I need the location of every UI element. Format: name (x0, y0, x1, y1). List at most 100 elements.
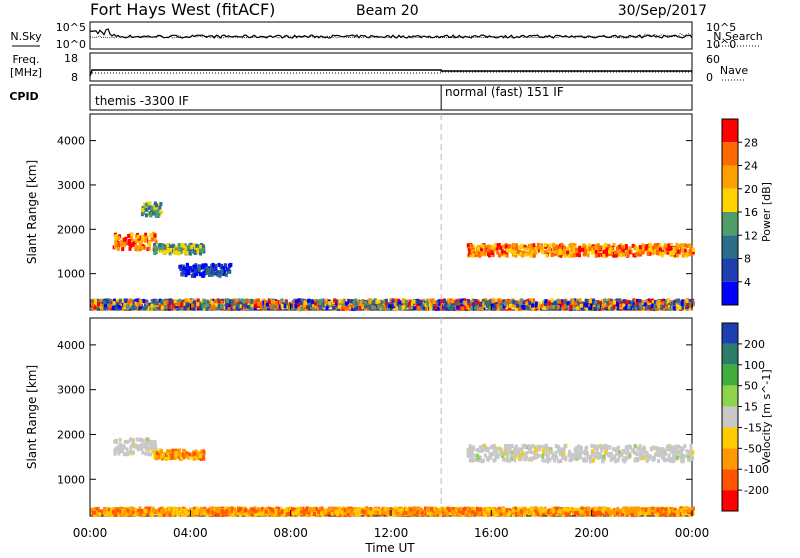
echo-cell (485, 301, 488, 305)
echo-cell (629, 445, 632, 449)
echo-cell (521, 451, 524, 455)
echo-cell (544, 243, 547, 247)
echo-cell (266, 303, 269, 307)
echo-cell (677, 445, 680, 449)
echo-cell (616, 246, 619, 250)
echo-cell (155, 203, 158, 207)
noise-sky-trace (90, 29, 692, 38)
colorbar-tick-label: 24 (744, 160, 758, 173)
echo-cell (162, 246, 165, 250)
echo-cell (533, 250, 536, 254)
echo-cell (155, 210, 158, 214)
echo-cell (483, 447, 486, 451)
echo-cell (618, 299, 621, 303)
y-tick-label: 3000 (57, 179, 85, 192)
echo-cell (492, 299, 495, 303)
echo-cell (469, 453, 472, 457)
echo-cell (260, 306, 263, 310)
colorbar-segment (722, 119, 738, 142)
freq-right-label: Nave (720, 64, 748, 77)
echo-cell (561, 251, 564, 255)
echo-cell (338, 305, 341, 309)
echo-cell (136, 303, 139, 307)
echo-cell (617, 458, 620, 462)
echo-cell (675, 449, 678, 453)
echo-cell (681, 302, 684, 306)
echo-cell (142, 306, 145, 310)
echo-cell (526, 306, 529, 310)
echo-cell (673, 306, 676, 310)
echo-cell (553, 459, 556, 463)
panel-frame (90, 114, 692, 310)
echo-cell (398, 300, 401, 304)
echo-cell (595, 254, 598, 258)
echo-cell (507, 459, 510, 463)
echo-cell (114, 240, 117, 244)
echo-cell (183, 245, 186, 249)
echo-cell (297, 307, 300, 311)
echo-cell (119, 438, 122, 442)
echo-cell (610, 456, 613, 460)
echo-cell (193, 307, 196, 311)
echo-cell (551, 298, 554, 302)
echo-cell (470, 306, 473, 310)
echo-cell (505, 245, 508, 249)
echo-cell (566, 247, 569, 251)
echo-cell (476, 301, 479, 305)
echo-cell (586, 451, 589, 455)
echo-cell (156, 451, 159, 455)
echo-cell (146, 437, 149, 441)
echo-cell (594, 444, 597, 448)
echo-cell (139, 242, 142, 246)
colorbar-segment (722, 189, 738, 212)
echo-cell (613, 300, 616, 304)
echo-cell (155, 214, 158, 218)
echo-cell (656, 452, 659, 456)
echo-cell (638, 299, 641, 303)
echo-cell (451, 299, 454, 303)
echo-cell (405, 300, 408, 304)
echo-cell (276, 305, 279, 309)
echo-cell (420, 300, 423, 304)
echo-cell (541, 454, 544, 458)
echo-cell (525, 253, 528, 257)
echo-cell (625, 445, 628, 449)
echo-cell (528, 301, 531, 305)
echo-cell (496, 455, 499, 459)
echo-cell (541, 246, 544, 250)
echo-cell (151, 450, 154, 454)
colorbar-label: Power [dB] (760, 182, 773, 242)
echo-cell (599, 301, 602, 305)
echo-cell (608, 445, 611, 449)
echo-cell (244, 299, 247, 303)
echo-cell (479, 303, 482, 307)
echo-cell (202, 450, 205, 454)
noise-traces (90, 29, 692, 38)
echo-cell (651, 304, 654, 308)
echo-cell (579, 298, 582, 302)
echo-cell (568, 450, 571, 454)
echo-cell (528, 244, 531, 248)
echo-cell (613, 305, 616, 309)
echo-cell (471, 459, 474, 463)
echo-cell (622, 449, 625, 453)
echo-cell (359, 301, 362, 305)
echo-cell (170, 454, 173, 458)
echo-cell (667, 299, 670, 303)
echo-cell (629, 300, 632, 304)
echo-cell (402, 298, 405, 302)
echo-cell (488, 301, 491, 305)
echo-cell (164, 305, 167, 309)
echo-cell (334, 299, 337, 303)
y-axis-label: Slant Range [km] (25, 365, 39, 469)
echo-cell (116, 446, 119, 450)
echo-cell (408, 302, 411, 306)
echo-cell (529, 457, 532, 461)
echo-cell (132, 450, 135, 454)
echo-cell (224, 263, 227, 267)
echo-cell (489, 245, 492, 249)
echo-cell (607, 452, 610, 456)
echo-cell (677, 299, 680, 303)
echo-cell (581, 248, 584, 252)
